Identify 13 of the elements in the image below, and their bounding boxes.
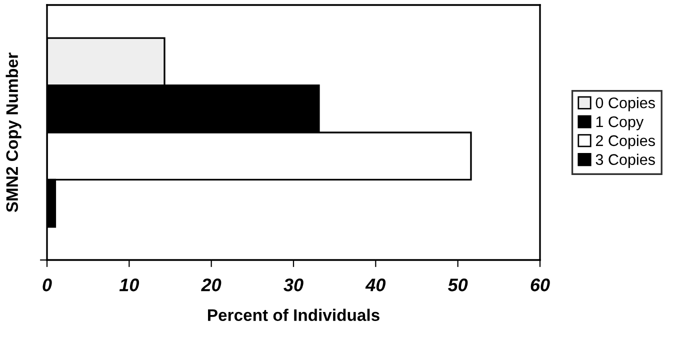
- legend-label: 1 Copy: [596, 116, 644, 130]
- legend-label: 3 Copies: [596, 154, 655, 168]
- legend-label: 2 Copies: [596, 134, 655, 150]
- legend-label: 0 Copies: [596, 97, 655, 112]
- x-tick-label: 20: [201, 278, 222, 292]
- x-tick-label: 30: [284, 278, 304, 292]
- x-tick-label: 50: [448, 278, 468, 292]
- x-tick-label: 60: [530, 278, 550, 292]
- x-tick-label: 40: [365, 278, 386, 292]
- x-axis-title: Percent of Individuals: [208, 308, 380, 322]
- x-tick-label: 0: [42, 278, 52, 292]
- x-tick-label: 10: [119, 278, 140, 292]
- y-axis-title: SMN2 Copy Number: [6, 52, 22, 212]
